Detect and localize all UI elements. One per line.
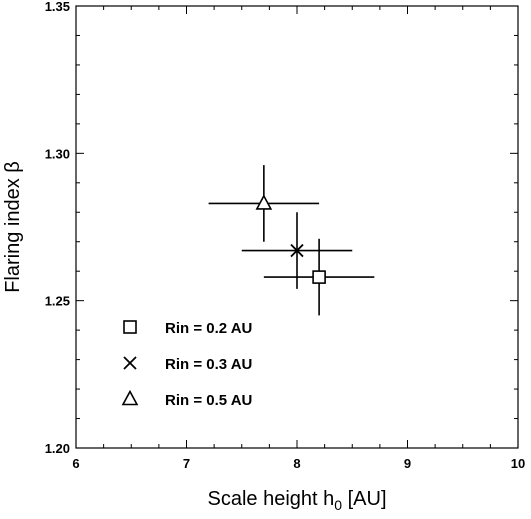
x-axis-title: Scale height h0 [AU] [207,488,386,513]
x-axis-title-subscript: 0 [334,497,342,513]
x-tick-label: 8 [293,456,300,471]
legend-cross-marker [123,356,137,370]
x-tick-label: 7 [183,456,190,471]
y-tick-label: 1.25 [45,294,70,309]
legend-entry: Rin = 0.2 AU [123,320,252,337]
legend-label: Rin = 0.3 AU [165,356,252,373]
legend-triangle-marker [121,389,139,406]
square-marker [312,270,326,284]
data-point-cross [241,212,353,289]
axis-ticks: 6 7 8 9 10 1.20 1.25 1.30 1.35 [45,0,526,471]
x-tick-label: 6 [72,456,79,471]
legend-entry: Rin = 0.5 AU [121,389,252,409]
triangle-marker [255,194,273,210]
y-axis-title: Flaring index β [2,161,24,293]
x-tick-label: 10 [511,456,525,471]
x-axis-title-main: Scale height h [207,488,334,510]
legend-label: Rin = 0.5 AU [165,392,252,409]
data-point-square [263,238,375,316]
legend-label: Rin = 0.2 AU [165,320,252,337]
x-tick-label: 9 [404,456,411,471]
cross-marker-stroke-b [290,243,304,258]
data-points [208,165,375,316]
legend-cross-marker-stroke-b [123,356,137,370]
legend: Rin = 0.2 AU Rin = 0.3 AU Rin = 0.5 AU [121,320,252,409]
legend-entry: Rin = 0.3 AU [123,356,252,373]
y-tick-label: 1.35 [45,0,70,14]
cross-marker [290,243,304,258]
x-axis-title-unit: [AU] [342,488,386,510]
data-point-triangle [208,165,320,242]
legend-square-marker [123,320,137,334]
y-tick-label: 1.30 [45,146,70,161]
y-tick-label: 1.20 [45,441,70,456]
